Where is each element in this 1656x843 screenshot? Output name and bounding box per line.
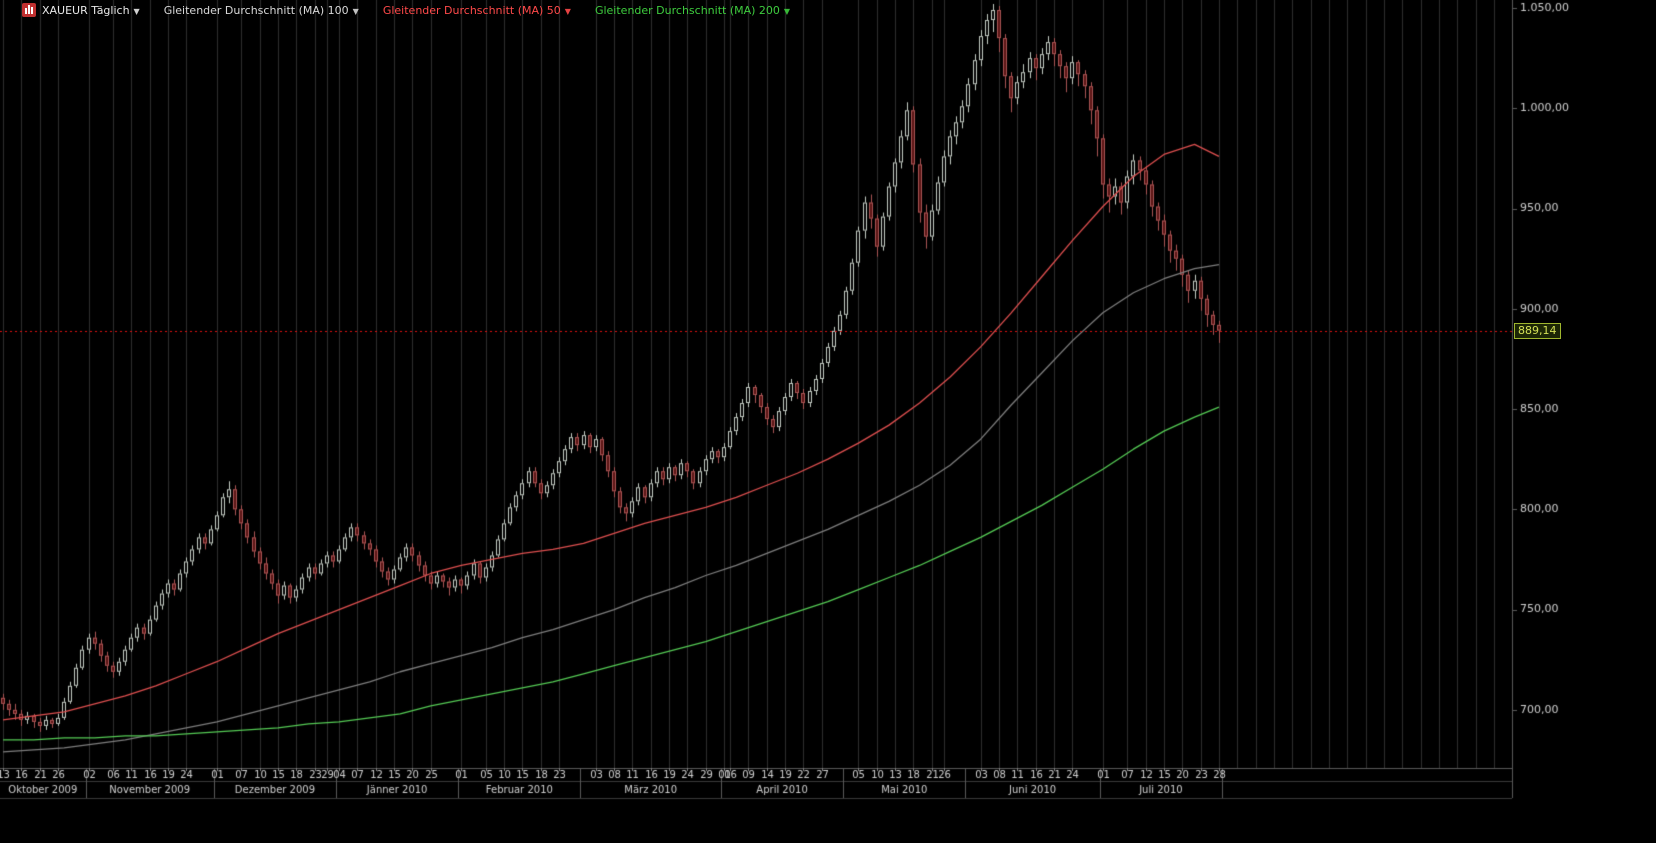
chevron-down-icon: ▼ — [564, 6, 571, 16]
app-icon — [22, 3, 36, 17]
ma-100-label: Gleitender Durchschnitt (MA) 100 — [163, 3, 349, 17]
chevron-down-icon: ▼ — [133, 6, 140, 16]
ma-50-selector[interactable]: Gleitender Durchschnitt (MA) 50 ▼ — [383, 4, 571, 17]
ma-200-selector[interactable]: Gleitender Durchschnitt (MA) 200 ▼ — [595, 4, 790, 17]
last-price-tag: 889,14 — [1514, 323, 1561, 339]
symbol-selector[interactable]: XAUEUR Täglich ▼ — [22, 3, 140, 17]
chevron-down-icon: ▼ — [783, 6, 791, 16]
ma-200-label: Gleitender Durchschnitt (MA) 200 — [594, 3, 780, 17]
chart-toolbar: XAUEUR Täglich ▼ Gleitender Durchschnitt… — [22, 3, 790, 17]
ma-50-label: Gleitender Durchschnitt (MA) 50 — [382, 3, 561, 17]
symbol-label: XAUEUR Täglich — [42, 3, 130, 17]
chevron-down-icon: ▼ — [352, 6, 359, 16]
last-price-value: 889,14 — [1518, 324, 1557, 337]
ma-100-selector[interactable]: Gleitender Durchschnitt (MA) 100 ▼ — [164, 4, 359, 17]
